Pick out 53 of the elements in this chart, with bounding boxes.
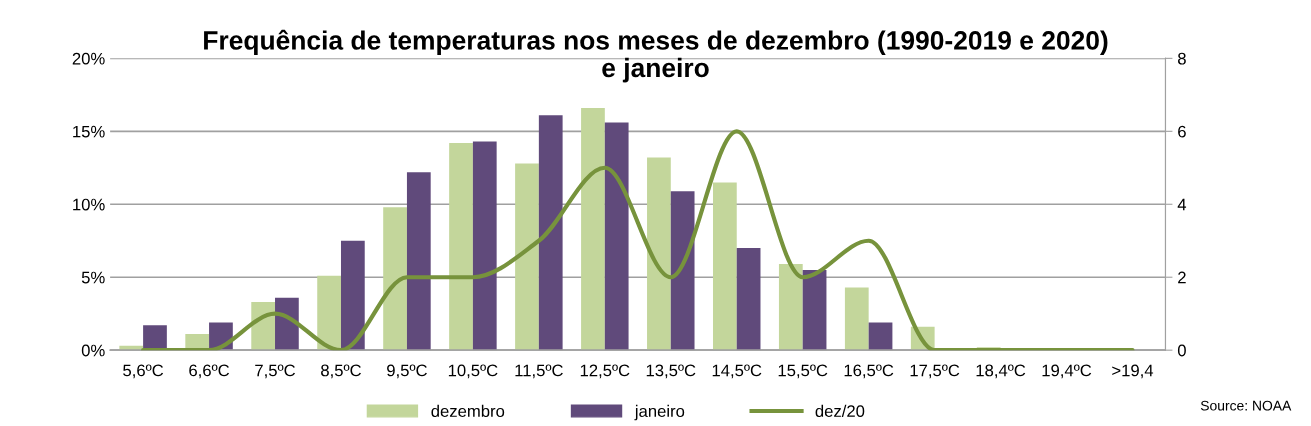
bar <box>778 264 803 351</box>
bar <box>844 287 869 351</box>
y2-tick-label: 6 <box>1178 125 1186 138</box>
x-tick-label: 15,5ºC <box>778 364 828 379</box>
y-tick-label: 5% <box>81 271 105 284</box>
legend-label: dez/20 <box>815 404 865 418</box>
y-tick-label: 20% <box>72 52 105 65</box>
legend-label: dezembro <box>431 404 505 418</box>
line-series <box>141 129 1135 351</box>
x-tick-label: 16,5ºC <box>844 364 894 379</box>
bar <box>340 240 365 351</box>
bar <box>515 163 539 351</box>
x-tick-label: 19,4ºC <box>1042 364 1092 379</box>
bar <box>449 142 473 351</box>
x-tick-label: 11,5ºC <box>515 364 563 379</box>
bar <box>604 122 629 351</box>
bar <box>472 141 497 351</box>
y2-tick-label: 0 <box>1177 344 1186 357</box>
bar <box>538 115 563 351</box>
x-tick-label: 10,5ºC <box>448 364 498 379</box>
y-tick-label: 10% <box>73 198 105 211</box>
bar <box>736 248 761 351</box>
bar <box>275 297 299 351</box>
bar <box>647 157 671 351</box>
x-tick-label: 9,5ºC <box>387 364 427 379</box>
x-tick-label: >19,4 <box>1112 364 1154 379</box>
x-tick-label: 18,4ºC <box>976 364 1026 379</box>
y2-tick-label: 8 <box>1178 52 1186 65</box>
x-tick-label: 12,5ºC <box>580 364 630 379</box>
bar <box>802 269 827 351</box>
legend-label: janeiro <box>634 404 685 421</box>
x-tick-label: 5,6ºC <box>123 364 164 379</box>
y2-tick-label: 2 <box>1178 271 1186 284</box>
x-tick-label: 17,5ºC <box>910 364 960 379</box>
bar <box>406 172 431 351</box>
bar <box>868 322 893 351</box>
x-tick-label: 13,5ºC <box>646 364 696 379</box>
y-tick-label: 0% <box>81 344 105 357</box>
bar <box>713 182 737 351</box>
y-tick-label: 15% <box>73 125 105 138</box>
x-tick-label: 14,5ºC <box>712 364 762 379</box>
chart-title: Frequência de temperaturas nos meses de dezembro (1990-2019 e 2020) e janeiro <box>204 29 1108 83</box>
bar <box>251 302 276 351</box>
bar <box>383 207 407 351</box>
source-note: Source: NOAA <box>1200 400 1292 411</box>
bar <box>143 325 167 351</box>
x-tick-label: 6,6ºC <box>189 364 230 379</box>
bar <box>670 191 695 351</box>
x-tick-label: 8,5ºC <box>321 364 361 379</box>
x-tick-label: 7,5ºC <box>255 364 296 379</box>
y2-tick-label: 4 <box>1177 198 1187 211</box>
bar <box>581 107 605 351</box>
bar <box>317 275 341 351</box>
